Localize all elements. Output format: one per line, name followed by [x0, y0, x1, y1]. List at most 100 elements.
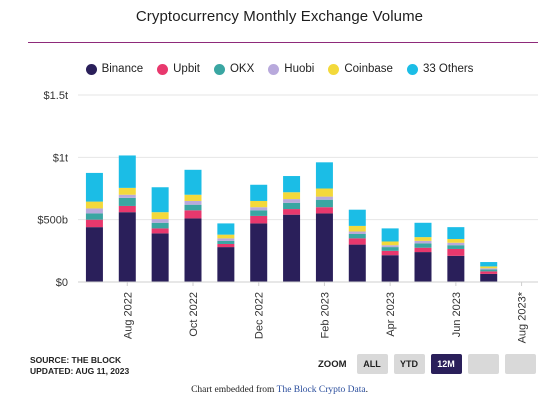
- bar-segment-okx: [250, 210, 268, 216]
- updated-text: UPDATED: AUG 11, 2023: [30, 366, 130, 376]
- x-tick-label: Feb 2023: [319, 292, 331, 338]
- legend-item-upbit[interactable]: Upbit: [157, 63, 200, 75]
- embed-note: Chart embedded from The Block Crypto Dat…: [0, 385, 559, 395]
- bar-segment-binance: [414, 252, 432, 282]
- bar-segment-33-others: [283, 176, 301, 193]
- bar-segment-okx: [348, 234, 366, 239]
- zoom-button-all[interactable]: ALL: [356, 354, 388, 374]
- bar-segment-33-others: [414, 222, 432, 238]
- zoom-button-blank-3[interactable]: [467, 354, 499, 374]
- bar-segment-33-others: [348, 209, 366, 226]
- bar-segment-coinbase: [184, 194, 202, 201]
- bar-segment-33-others: [151, 187, 169, 213]
- x-tick-label: Apr 2023: [385, 292, 397, 337]
- bar-segment-huobi: [184, 200, 202, 205]
- legend-item-33-others[interactable]: 33 Others: [406, 63, 474, 75]
- bar-segment-33-others: [184, 169, 202, 195]
- legend-label: Huobi: [284, 63, 315, 75]
- bar-segment-okx: [217, 240, 235, 244]
- zoom-button-ytd[interactable]: YTD: [393, 354, 425, 374]
- source-note: SOURCE: THE BLOCK UPDATED: AUG 11, 2023: [30, 355, 129, 377]
- bar-segment-huobi: [315, 196, 333, 200]
- bar-segment-binance: [250, 223, 268, 282]
- bar-segment-okx: [85, 213, 103, 220]
- bar-segment-upbit: [381, 250, 399, 256]
- title-divider: [28, 42, 538, 43]
- bar-segment-huobi: [151, 219, 169, 223]
- embed-suffix: .: [365, 385, 368, 395]
- bar-segment-okx: [447, 245, 465, 249]
- bar-segment-33-others: [118, 155, 136, 188]
- legend-item-okx[interactable]: OKX: [213, 63, 255, 75]
- embed-prefix: Chart embedded from: [191, 385, 277, 395]
- bar-segment-upbit: [184, 210, 202, 219]
- bar-segment-okx: [151, 222, 169, 229]
- legend-label: Binance: [101, 63, 144, 75]
- bar-segment-upbit: [151, 228, 169, 234]
- x-tick-label: Dec 2022: [254, 292, 266, 339]
- legend-swatch: [213, 63, 225, 75]
- bar-segment-huobi: [85, 208, 103, 214]
- bar-segment-okx: [184, 204, 202, 211]
- bar-segment-okx: [381, 247, 399, 251]
- bar-segment-33-others: [217, 223, 235, 235]
- bar-segment-okx: [118, 197, 136, 206]
- source-text: SOURCE: THE BLOCK: [30, 355, 122, 365]
- bar-segment-33-others: [381, 228, 399, 242]
- legend-item-coinbase[interactable]: Coinbase: [328, 63, 393, 75]
- legend-label: Coinbase: [344, 63, 393, 75]
- legend-label: 33 Others: [422, 63, 474, 75]
- x-tick-label: Oct 2022: [188, 292, 200, 337]
- legend-swatch: [157, 63, 169, 75]
- bar-segment-upbit: [447, 248, 465, 256]
- bar-segment-upbit: [348, 238, 366, 245]
- x-tick-label: Aug 2023*: [517, 291, 529, 343]
- bar-segment-okx: [480, 269, 498, 272]
- bar-segment-coinbase: [315, 188, 333, 197]
- y-tick-label: $1.5t: [44, 90, 68, 102]
- bar-segment-coinbase: [414, 237, 432, 241]
- chart-legend: Binance Upbit OKX Huobi Coinbase 33 Others: [0, 63, 559, 75]
- embed-link[interactable]: The Block Crypto Data: [276, 385, 366, 395]
- zoom-button-blank-4[interactable]: [504, 354, 536, 374]
- legend-item-binance[interactable]: Binance: [85, 63, 144, 75]
- y-tick-label: $500b: [37, 215, 68, 227]
- bar-segment-binance: [381, 255, 399, 282]
- legend-label: OKX: [229, 63, 255, 75]
- zoom-button-12m[interactable]: 12M: [430, 354, 462, 374]
- bar-segment-coinbase: [250, 200, 268, 208]
- legend-item-huobi[interactable]: Huobi: [268, 63, 314, 75]
- bar-segment-binance: [348, 244, 366, 282]
- legend-swatch: [268, 63, 280, 75]
- bar-segment-okx: [414, 243, 432, 248]
- legend-label: Upbit: [173, 63, 200, 75]
- bar-segment-upbit: [315, 207, 333, 214]
- x-tick-label: Jun 2023: [451, 292, 463, 337]
- bar-segment-binance: [184, 218, 202, 282]
- bar-segment-huobi: [381, 245, 399, 248]
- y-tick-label: $1t: [53, 152, 68, 164]
- bar-segment-okx: [315, 199, 333, 208]
- bar-segment-33-others: [250, 184, 268, 201]
- bar-segment-upbit: [85, 219, 103, 228]
- bar-chart: $0 $500b $1t $1.5t Aug 2022 Oct 2022 Dec 2022 F…: [37, 90, 538, 343]
- bar-segment-binance: [447, 255, 465, 282]
- bar-segment-upbit: [250, 215, 268, 224]
- chart-title: Cryptocurrency Monthly Exchange Volume: [135, 8, 424, 25]
- zoom-controls: ZOOM ALL YTD 12M: [318, 354, 536, 374]
- bar-segment-huobi: [480, 268, 498, 270]
- bar-segment-upbit: [283, 209, 301, 215]
- bar-segment-upbit: [414, 247, 432, 253]
- bar-segment-upbit: [217, 243, 235, 248]
- bar-segment-huobi: [217, 238, 235, 241]
- bar-segment-binance: [480, 273, 498, 282]
- legend-swatch: [85, 63, 97, 75]
- bar-segment-coinbase: [447, 238, 465, 243]
- bar-segment-33-others: [85, 172, 103, 202]
- bar-segment-coinbase: [217, 234, 235, 239]
- bar-segment-binance: [151, 233, 169, 282]
- y-tick-label: $0: [56, 277, 68, 289]
- bar-segment-huobi: [348, 231, 366, 235]
- zoom-label: ZOOM: [318, 358, 347, 370]
- bar-segment-binance: [85, 227, 103, 282]
